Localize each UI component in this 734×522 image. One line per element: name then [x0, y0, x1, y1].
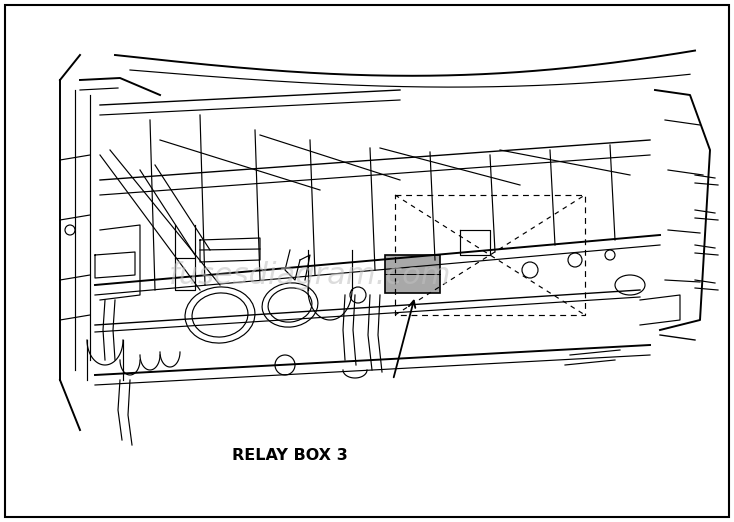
- Text: RELAY BOX 3: RELAY BOX 3: [232, 447, 348, 462]
- Text: fusesdiagram.com: fusesdiagram.com: [169, 260, 451, 290]
- Bar: [385, 255, 440, 293]
